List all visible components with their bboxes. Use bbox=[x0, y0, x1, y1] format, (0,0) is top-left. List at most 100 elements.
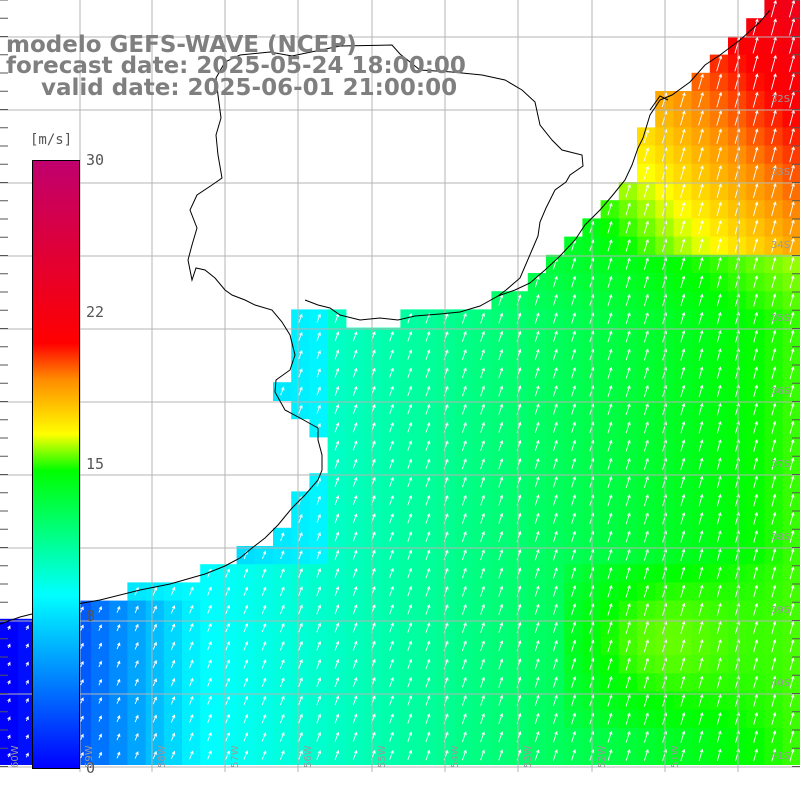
wind-arrow bbox=[771, 420, 777, 434]
wind-arrow bbox=[480, 476, 485, 488]
wind-arrow bbox=[316, 313, 321, 323]
wind-arrow bbox=[643, 183, 650, 198]
wind-arrow bbox=[298, 386, 303, 396]
wind-arrow bbox=[770, 0, 777, 18]
wind-arrow bbox=[480, 603, 485, 615]
wind-arrow bbox=[316, 622, 322, 633]
wind-arrow bbox=[534, 731, 540, 743]
wind-arrow bbox=[770, 91, 777, 108]
wind-arrow bbox=[298, 659, 303, 669]
wind-arrow bbox=[116, 605, 121, 613]
wind-arrow bbox=[480, 330, 485, 342]
wind-arrow bbox=[789, 18, 796, 36]
wind-arrow bbox=[698, 639, 704, 653]
wind-arrow bbox=[461, 330, 467, 342]
wind-arrow bbox=[225, 750, 230, 760]
wind-arrow bbox=[625, 439, 631, 452]
wind-arrow bbox=[225, 713, 230, 724]
wind-arrow bbox=[625, 275, 631, 288]
wind-arrow bbox=[352, 731, 358, 742]
wind-arrow bbox=[680, 183, 686, 198]
wind-arrow bbox=[80, 624, 84, 631]
wind-arrow bbox=[389, 331, 394, 342]
wind-arrow bbox=[425, 385, 431, 397]
wind-arrow bbox=[753, 620, 759, 635]
wind-arrow bbox=[643, 330, 649, 343]
wind-arrow bbox=[698, 128, 704, 144]
wind-arrow bbox=[98, 697, 103, 704]
wind-arrow bbox=[389, 422, 394, 433]
wind-arrow bbox=[534, 676, 540, 688]
title-model: modelo GEFS-WAVE (NCEP) bbox=[6, 32, 357, 58]
wind-arrow bbox=[643, 128, 650, 144]
wind-arrow bbox=[407, 549, 413, 560]
wind-arrow bbox=[480, 567, 485, 579]
wind-arrow bbox=[680, 110, 686, 126]
wind-arrow bbox=[425, 713, 431, 724]
wind-arrow bbox=[534, 494, 540, 506]
wind-arrow bbox=[316, 695, 322, 706]
latitude-label: 32S bbox=[771, 94, 791, 105]
wind-arrow bbox=[716, 293, 722, 307]
wind-arrow bbox=[152, 659, 157, 668]
wind-arrow bbox=[698, 91, 704, 108]
wind-arrow bbox=[189, 641, 194, 651]
wind-arrow bbox=[480, 349, 485, 360]
wind-arrow bbox=[716, 402, 722, 416]
wind-arrow bbox=[753, 584, 759, 598]
wind-arrow bbox=[625, 184, 631, 198]
wind-arrow bbox=[352, 640, 358, 651]
latitude-label: 35S bbox=[771, 313, 791, 324]
wind-arrow bbox=[770, 73, 777, 90]
wind-arrow bbox=[789, 584, 795, 598]
wind-arrow bbox=[753, 348, 759, 361]
wind-arrow bbox=[334, 658, 340, 669]
wind-arrow bbox=[461, 349, 467, 360]
wind-arrow bbox=[698, 257, 704, 270]
wind-arrow bbox=[552, 512, 558, 525]
wind-arrow bbox=[680, 421, 686, 434]
wind-arrow bbox=[716, 566, 722, 580]
wind-arrow bbox=[534, 567, 540, 579]
wind-arrow bbox=[753, 712, 759, 725]
wind-arrow bbox=[680, 566, 686, 580]
wind-arrow bbox=[552, 457, 558, 470]
wind-arrow bbox=[643, 165, 650, 180]
wind-arrow bbox=[116, 624, 121, 632]
wind-arrow bbox=[771, 402, 777, 416]
wind-arrow bbox=[498, 330, 504, 342]
wind-arrow bbox=[771, 675, 777, 689]
wind-arrow bbox=[643, 238, 649, 252]
wind-arrow bbox=[789, 748, 795, 762]
wind-arrow bbox=[225, 659, 230, 669]
wind-arrows bbox=[7, 0, 796, 762]
wind-arrow bbox=[225, 677, 230, 687]
wind-arrow bbox=[134, 696, 139, 705]
wind-arrow bbox=[352, 622, 358, 633]
wind-arrow bbox=[498, 567, 504, 579]
wind-arrow bbox=[461, 421, 467, 433]
wind-arrow bbox=[98, 642, 103, 650]
wind-arrow bbox=[389, 549, 394, 560]
wind-arrow bbox=[571, 367, 576, 379]
colorbar-tick-0: 0 bbox=[86, 759, 96, 777]
wind-arrow bbox=[789, 237, 795, 253]
wind-arrow bbox=[116, 678, 121, 686]
wind-arrow bbox=[771, 238, 777, 253]
wind-arrow bbox=[625, 749, 631, 761]
wind-arrow bbox=[571, 348, 576, 361]
wind-arrow bbox=[752, 54, 759, 72]
wind-arrow bbox=[7, 716, 11, 721]
wind-arrow bbox=[716, 330, 722, 343]
wind-arrow bbox=[698, 165, 704, 180]
wind-arrow bbox=[753, 330, 759, 343]
wind-arrow bbox=[243, 604, 249, 615]
wind-arrow bbox=[480, 421, 485, 433]
wind-arrow bbox=[134, 714, 139, 723]
wind-arrow bbox=[716, 311, 722, 325]
wind-arrow bbox=[98, 624, 103, 631]
wind-arrow bbox=[152, 605, 157, 614]
wind-arrow bbox=[698, 584, 704, 598]
wind-arrow bbox=[789, 73, 795, 90]
wind-arrow bbox=[207, 586, 212, 596]
